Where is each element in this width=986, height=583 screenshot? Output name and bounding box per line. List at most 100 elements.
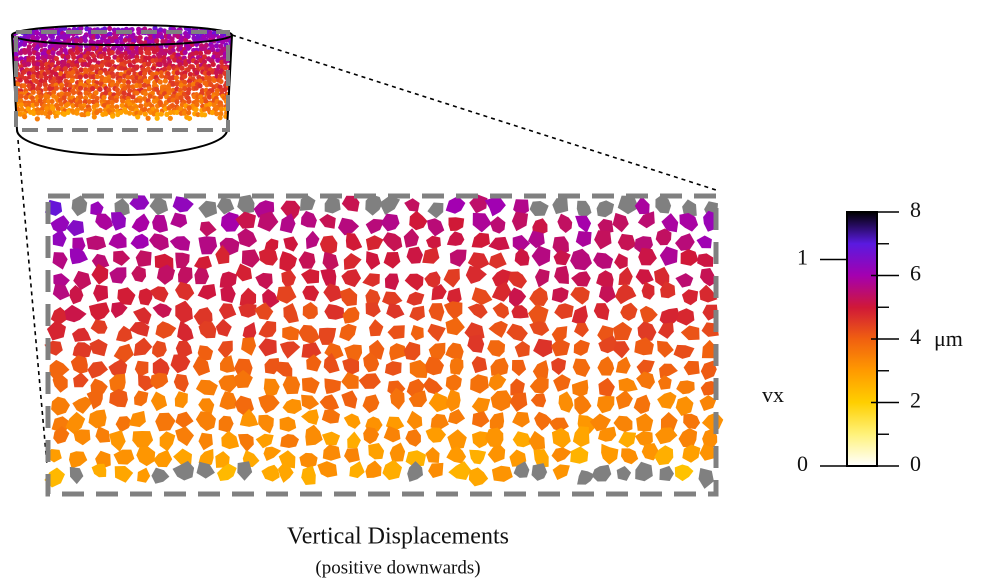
grain [597,395,615,414]
grain [218,43,224,49]
grain [52,229,67,247]
grain [181,110,187,116]
grain [175,426,194,447]
grain [142,106,148,113]
grain [443,268,460,288]
grain [77,74,83,80]
grain [189,119,195,126]
grain [207,101,213,107]
grain [445,342,464,361]
grain [152,357,170,379]
colorbar-tick-label: 2 [910,388,921,413]
grain [12,131,17,137]
grain [680,325,700,341]
grain [53,85,60,91]
grain [125,74,131,80]
grain [682,444,701,463]
grain [142,121,148,128]
grain [35,55,41,61]
grain [214,122,220,128]
grain [237,461,253,481]
grain [109,99,115,106]
grain [193,50,199,56]
grain [318,327,337,345]
grain [428,392,448,413]
grain [194,255,212,271]
grain [572,426,590,447]
grain [118,109,124,116]
grain [403,228,419,248]
grain [283,303,299,324]
grain [91,114,97,120]
grain [158,73,165,79]
grain [163,62,169,68]
grain [613,415,633,433]
grain [471,287,493,306]
zoom-lines [17,34,717,466]
grain [156,264,176,285]
grain [511,359,527,377]
grain [365,235,384,251]
grain [214,111,220,117]
grain [34,78,40,85]
grain [550,338,570,357]
grain [470,374,489,394]
grain [528,430,546,451]
grain [554,265,569,284]
grain [19,106,25,112]
grain [681,289,699,306]
grain [218,374,238,393]
grain [198,98,205,104]
grain [322,251,339,272]
grain [390,387,405,410]
grain [278,462,294,483]
grain [118,65,125,71]
grain [427,202,444,219]
grain [146,86,152,92]
grain [58,101,64,107]
grain [198,398,215,415]
grain [113,250,131,266]
grain [534,411,552,431]
grain [97,86,103,92]
grain [282,326,300,341]
grain [173,448,192,465]
grain [283,236,299,252]
grain [205,49,212,55]
grain [194,267,210,285]
grain [572,358,591,377]
grain [575,215,592,233]
grain [69,248,88,265]
grain [172,57,178,63]
grain [151,120,157,126]
grain [448,461,472,480]
grain [193,85,199,91]
grain [531,245,551,267]
grain [46,320,66,341]
grain [403,341,421,361]
grain [658,375,672,390]
grain [679,213,699,232]
grain [55,60,62,66]
grain [99,131,105,137]
grain [152,340,167,358]
grain [30,98,36,105]
grain [169,236,191,251]
grain [219,391,237,410]
grain [153,449,173,468]
grain [660,412,678,433]
grain [175,252,190,269]
grain [222,86,228,93]
grain [229,90,232,97]
grain [71,195,88,217]
grain [54,141,60,147]
grain [142,143,149,149]
grain [98,39,104,45]
grain [406,378,425,400]
grain [509,287,527,308]
grain [129,74,135,80]
grain [513,199,529,217]
grain [94,34,101,40]
grain [409,305,425,321]
grain [170,354,191,374]
